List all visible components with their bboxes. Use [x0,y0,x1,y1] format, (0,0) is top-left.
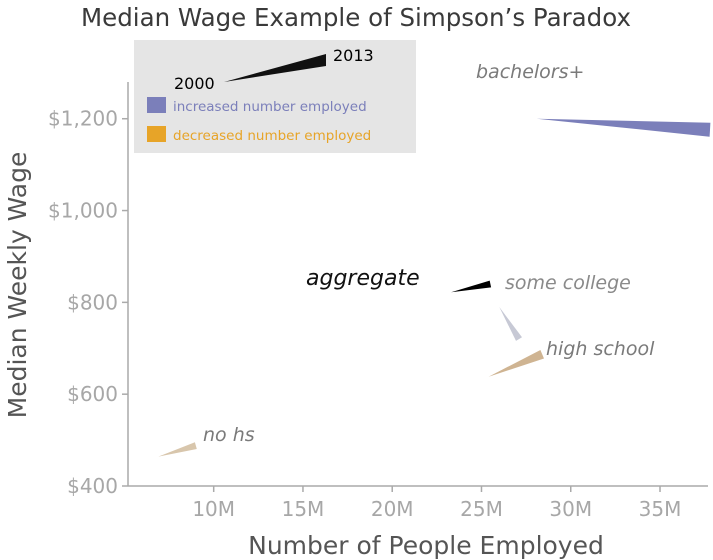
x-tick-label: 20M [371,497,414,521]
y-axis-label: Median Weekly Wage [3,152,32,419]
x-ticks: 10M 15M 20M 25M 30M 35M [192,486,681,521]
y-ticks: $400 $600 $800 $1,000 $1,200 [48,107,128,498]
series-wedge-bachelors [536,118,711,137]
x-axis-label: Number of People Employed [248,531,604,560]
y-tick-label: $1,000 [48,199,118,223]
label-high-school: high school [546,338,655,360]
x-tick-label: 10M [192,497,235,521]
legend-arrow [224,54,326,82]
x-tick-label: 25M [460,497,503,521]
chart-title: Median Wage Example of Simpson’s Paradox [81,3,631,32]
label-some-college: some college [505,272,631,294]
x-tick-label: 15M [282,497,325,521]
legend-label-increased: increased number employed [173,99,367,115]
label-no-hs: no hs [203,424,255,446]
series-wedge-high-school [488,350,544,377]
y-tick-label: $400 [67,474,118,498]
series-wedge-aggregate [451,280,492,293]
legend-swatch-increased [147,97,166,113]
legend-background [134,40,416,153]
label-aggregate: aggregate [306,266,420,291]
series-wedge-no-hs [158,442,197,457]
legend-start-year: 2000 [174,74,215,93]
legend-label-decreased: decreased number employed [173,128,371,144]
x-tick-label: 35M [639,497,682,521]
y-tick-label: $600 [67,382,118,406]
label-bachelors: bachelors+ [476,61,584,83]
series-wedge-some-college [499,307,522,341]
y-tick-label: $1,200 [48,107,118,131]
x-tick-label: 30M [549,497,592,521]
legend-end-year: 2013 [333,46,374,65]
series-marks [158,118,711,457]
y-tick-label: $800 [67,290,118,314]
legend: 2000 2013 increased number employed decr… [134,40,416,153]
legend-swatch-decreased [147,126,166,142]
